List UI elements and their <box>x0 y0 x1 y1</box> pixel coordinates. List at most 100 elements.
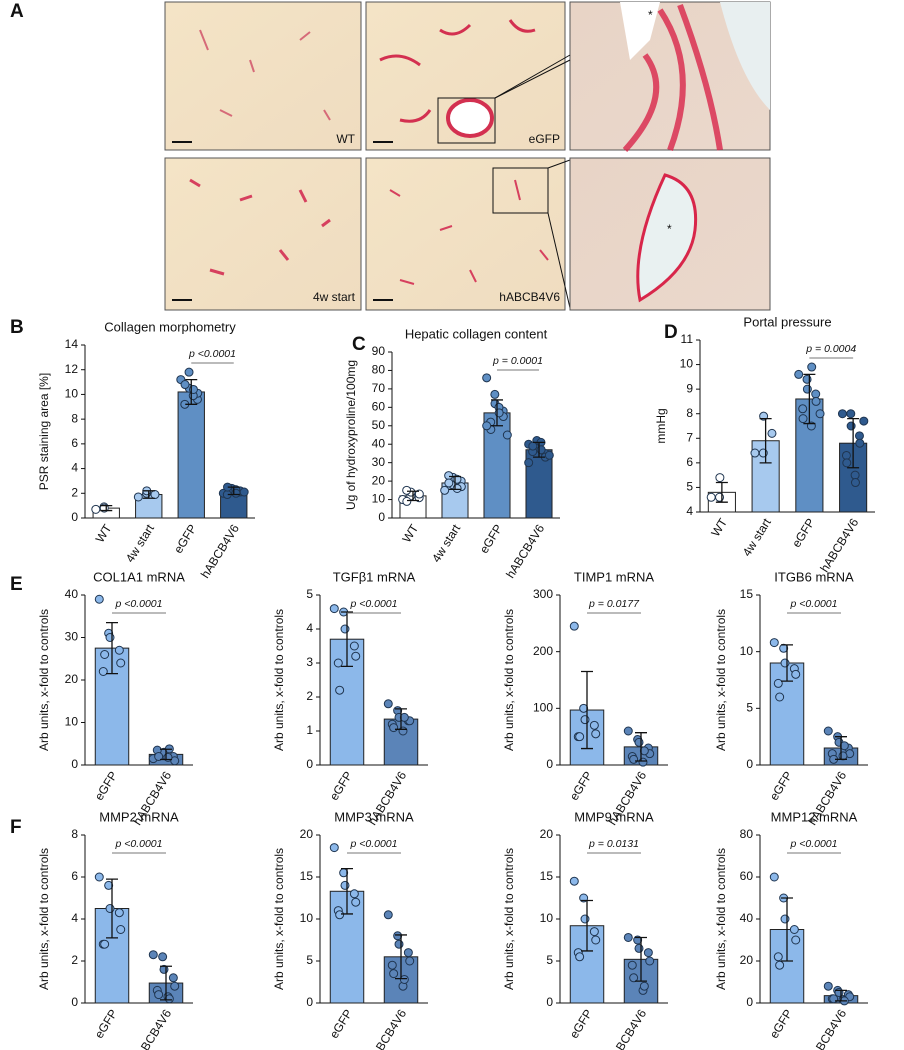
y-tick-label: 40 <box>740 911 754 925</box>
data-point <box>387 960 397 970</box>
data-point <box>775 692 785 702</box>
data-point <box>414 489 424 499</box>
x-tick-label: eGFP <box>171 522 199 556</box>
data-point <box>116 658 126 668</box>
data-point <box>780 658 790 668</box>
p-value: p = 0.0131 <box>588 838 639 850</box>
data-point <box>351 651 361 661</box>
data-point <box>524 458 534 468</box>
data-point <box>623 726 633 736</box>
x-tick-label: eGFP <box>92 769 120 803</box>
error-bar <box>781 897 793 962</box>
error-bar <box>341 611 353 668</box>
asterisk: * <box>667 222 672 236</box>
y-tick-label: 10 <box>680 357 694 371</box>
data-point <box>482 421 492 431</box>
y-tick-label: 0 <box>746 757 753 771</box>
data-point <box>798 414 808 424</box>
data-point <box>98 667 108 676</box>
data-point <box>591 729 601 739</box>
data-point <box>591 935 601 945</box>
error-bar <box>581 899 593 952</box>
error-bar <box>835 989 847 1002</box>
data-point <box>148 950 158 960</box>
x-tick-label: eGFP <box>567 1007 595 1041</box>
data-point <box>100 939 110 949</box>
data-point <box>850 470 860 480</box>
data-point <box>791 935 801 945</box>
data-point <box>100 650 110 659</box>
x-tick-label: eGFP <box>567 769 595 803</box>
data-point <box>333 658 343 668</box>
data-point <box>750 448 760 458</box>
lumen <box>720 2 770 110</box>
y-tick-label: 0 <box>306 757 313 771</box>
data-point <box>402 496 412 506</box>
data-point <box>623 932 633 942</box>
chart-title: COL1A1 mRNA <box>93 569 185 584</box>
data-point <box>846 409 856 419</box>
x-tick-label: hABCB4V6 <box>503 522 547 581</box>
error-bar <box>185 378 198 405</box>
data-point <box>544 450 554 460</box>
y-axis-label: Arb units, x-fold to controls <box>714 848 728 990</box>
y-tick-label: 60 <box>372 400 386 414</box>
vessel <box>199 29 331 121</box>
x-tick-label: eGFP <box>477 522 505 556</box>
data-point <box>823 726 833 736</box>
data-point <box>150 490 160 500</box>
error-bar <box>106 878 118 939</box>
y-tick-label: 10 <box>372 492 386 506</box>
y-tick-label: 1 <box>306 723 313 737</box>
y-tick-label: 6 <box>686 455 693 469</box>
data-point <box>163 752 173 762</box>
data-point <box>715 473 725 483</box>
y-tick-label: 2 <box>71 485 78 499</box>
y-tick-label: 40 <box>372 436 386 450</box>
data-point <box>569 876 579 886</box>
data-point <box>114 908 124 918</box>
x-tick-label: eGFP <box>767 769 795 803</box>
data-point <box>854 431 864 441</box>
y-tick-label: 8 <box>686 406 693 420</box>
data-point <box>769 638 779 648</box>
data-point <box>842 458 852 468</box>
zoom-line <box>494 54 571 99</box>
x-tick-label: hABCB4V6 <box>805 1007 849 1050</box>
data-point <box>823 981 833 991</box>
y-axis-label: Arb units, x-fold to controls <box>714 609 728 751</box>
p-value: p <0.0001 <box>114 598 162 610</box>
data-point <box>490 389 500 399</box>
data-point <box>629 973 639 983</box>
y-tick-label: 15 <box>740 587 754 601</box>
y-tick-label: 5 <box>686 480 693 494</box>
zoom-box <box>492 167 549 214</box>
error-bar <box>106 621 118 675</box>
y-tick-label: 20 <box>300 827 314 841</box>
vessel <box>189 178 331 276</box>
y-tick-label: 0 <box>546 757 553 771</box>
data-point <box>569 621 579 631</box>
x-tick-label: eGFP <box>767 1007 795 1041</box>
y-tick-label: 0 <box>71 510 78 524</box>
zoom-line <box>494 59 571 99</box>
image-label: 4w start <box>313 290 356 304</box>
error-bar <box>581 670 593 750</box>
y-tick-label: 5 <box>546 953 553 967</box>
data-point <box>114 645 124 655</box>
data-point <box>837 409 847 419</box>
data-point <box>791 669 801 679</box>
data-point <box>580 914 590 924</box>
y-tick-label: 30 <box>372 455 386 469</box>
vessel <box>389 179 549 285</box>
data-point <box>133 492 143 502</box>
y-tick-label: 4 <box>71 911 78 925</box>
x-tick-label: eGFP <box>327 769 355 803</box>
error-bar <box>449 475 461 491</box>
data-point <box>629 754 639 764</box>
data-point <box>444 471 454 481</box>
data-point <box>841 450 851 460</box>
y-tick-label: 5 <box>306 953 313 967</box>
y-axis-label: Arb units, x-fold to controls <box>502 848 516 990</box>
